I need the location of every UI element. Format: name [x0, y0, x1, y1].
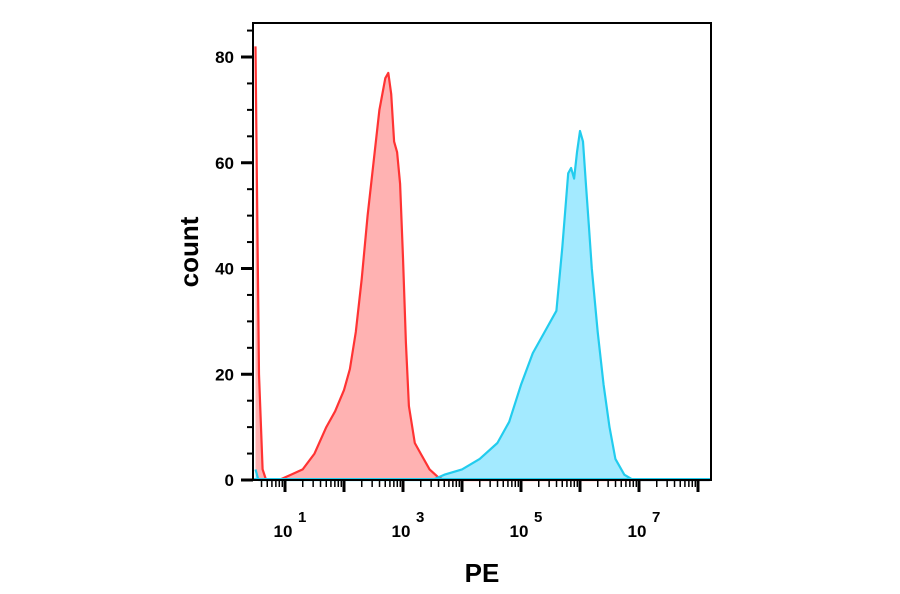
y-axis: 0 20 40 60 80	[215, 29, 253, 490]
x-tick-label: 10	[628, 522, 647, 541]
x-tick-label: 10	[274, 522, 293, 541]
x-axis: 10 1 10 3 10 5 10 7	[260, 480, 700, 541]
x-tick-label: 10	[392, 522, 411, 541]
x-tick-exponent: 7	[652, 509, 660, 526]
series-line-control	[254, 46, 710, 482]
x-tick-exponent: 3	[416, 509, 424, 526]
y-tick-label: 60	[215, 154, 234, 173]
x-tick-exponent: 5	[534, 509, 542, 526]
y-tick-label: 20	[215, 365, 234, 384]
x-axis-title: PE	[465, 558, 500, 588]
series-lines	[253, 46, 711, 482]
y-tick-label: 40	[215, 260, 234, 279]
series-fill-control	[255, 46, 710, 481]
series-line-PE-stained	[254, 129, 710, 482]
y-tick-label: 0	[225, 471, 234, 490]
x-tick-label: 10	[510, 522, 529, 541]
series-fill-PE-stained	[255, 131, 710, 480]
plot-frame	[252, 22, 712, 481]
series-fills	[255, 46, 710, 481]
y-tick-label: 80	[215, 48, 234, 67]
x-tick-exponent: 1	[298, 509, 306, 526]
y-axis-title: count	[174, 216, 204, 287]
